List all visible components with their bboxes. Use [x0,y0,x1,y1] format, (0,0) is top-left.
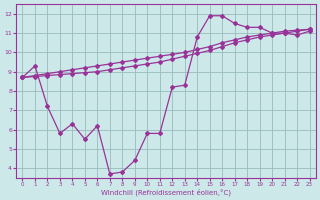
X-axis label: Windchill (Refroidissement éolien,°C): Windchill (Refroidissement éolien,°C) [101,188,231,196]
